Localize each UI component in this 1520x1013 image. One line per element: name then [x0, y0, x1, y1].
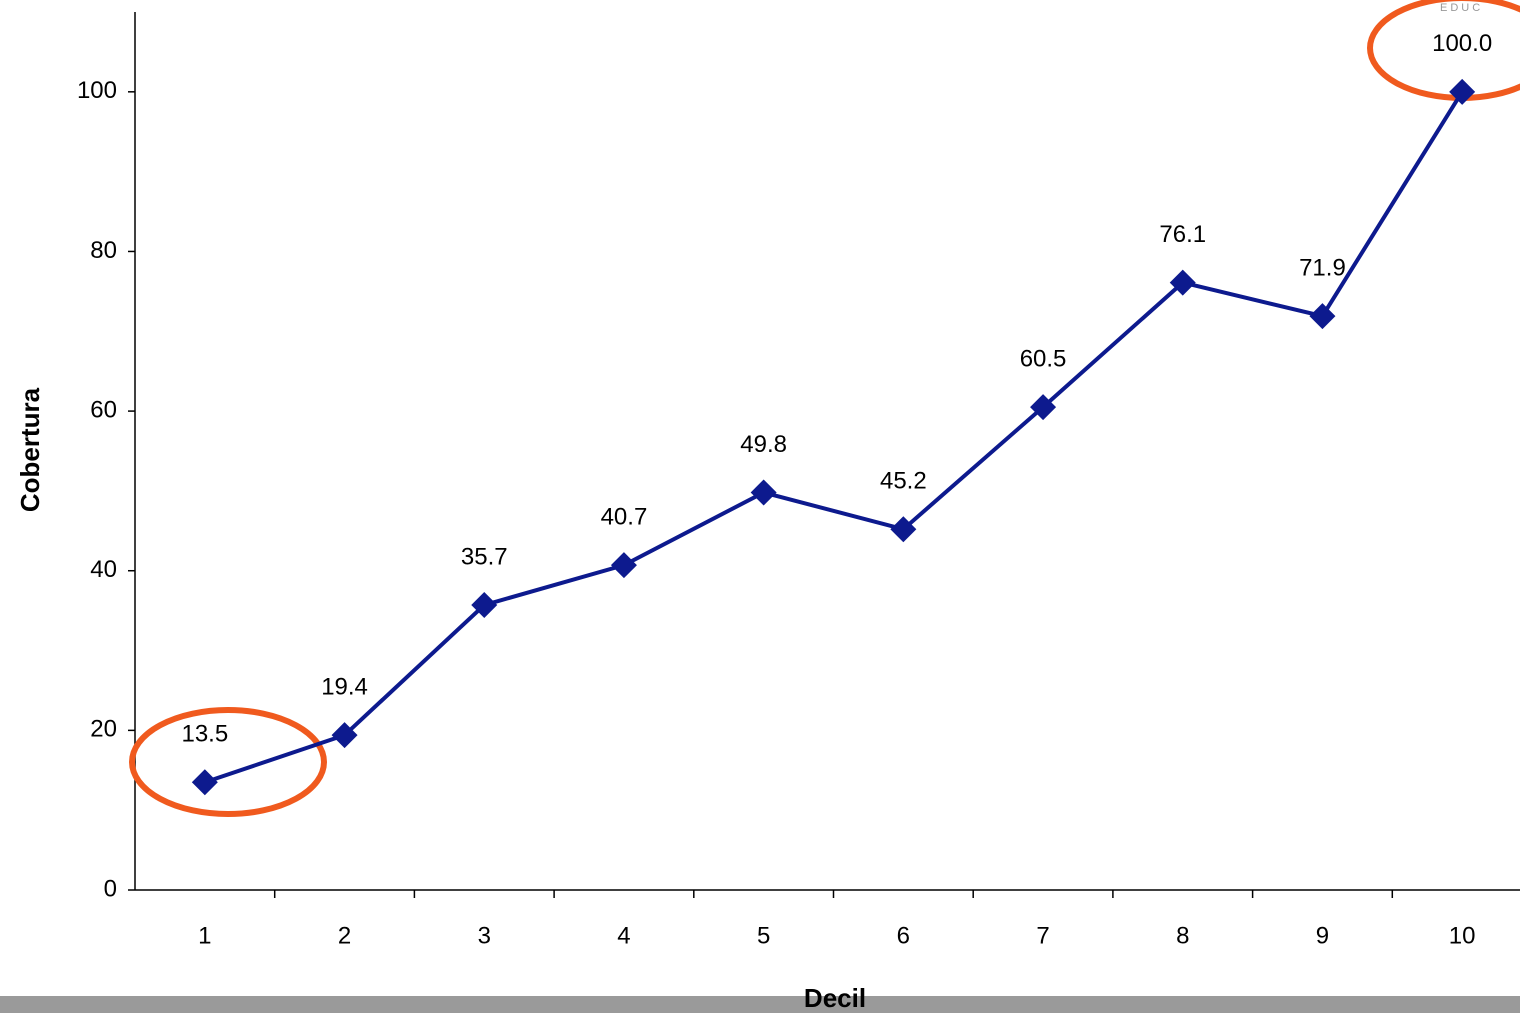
data-label: 100.0	[1432, 30, 1492, 57]
marker	[1030, 394, 1057, 421]
data-label: 13.5	[181, 721, 228, 748]
data-label: 49.8	[740, 431, 787, 458]
data-label: 71.9	[1299, 254, 1346, 281]
marker	[471, 592, 498, 619]
logo-text: EDUC	[1440, 2, 1483, 14]
y-tick-label: 100	[77, 77, 117, 104]
x-tick-label: 10	[1449, 922, 1476, 949]
x-tick-label: 4	[617, 922, 630, 949]
data-label: 40.7	[601, 503, 648, 530]
marker	[1309, 303, 1336, 330]
y-tick-label: 40	[90, 556, 117, 583]
x-tick-label: 8	[1176, 922, 1189, 949]
marker	[890, 516, 917, 543]
marker	[750, 479, 777, 506]
marker	[1449, 78, 1476, 105]
marker	[610, 552, 637, 579]
x-tick-label: 6	[897, 922, 910, 949]
y-tick-label: 0	[104, 875, 117, 902]
y-axis-label: Cobertura	[15, 387, 45, 512]
marker	[331, 722, 358, 749]
marker	[191, 769, 218, 796]
x-tick-label: 7	[1036, 922, 1049, 949]
x-tick-label: 9	[1316, 922, 1329, 949]
x-tick-label: 1	[198, 922, 211, 949]
data-label: 76.1	[1159, 221, 1206, 248]
x-axis-label: Decil	[804, 983, 866, 1013]
line	[204, 90, 1464, 785]
highlight-ellipse	[129, 707, 327, 817]
y-tick-label: 80	[90, 237, 117, 264]
y-tick-label: 60	[90, 396, 117, 423]
data-label: 60.5	[1020, 345, 1067, 372]
data-label: 19.4	[321, 673, 368, 700]
data-label: 45.2	[880, 468, 927, 495]
x-tick-label: 5	[757, 922, 770, 949]
footer-bar	[0, 996, 1520, 1013]
marker	[1169, 269, 1196, 296]
data-label: 35.7	[461, 543, 508, 570]
x-tick-label: 2	[338, 922, 351, 949]
y-tick-label: 20	[90, 716, 117, 743]
x-tick-label: 3	[478, 922, 491, 949]
